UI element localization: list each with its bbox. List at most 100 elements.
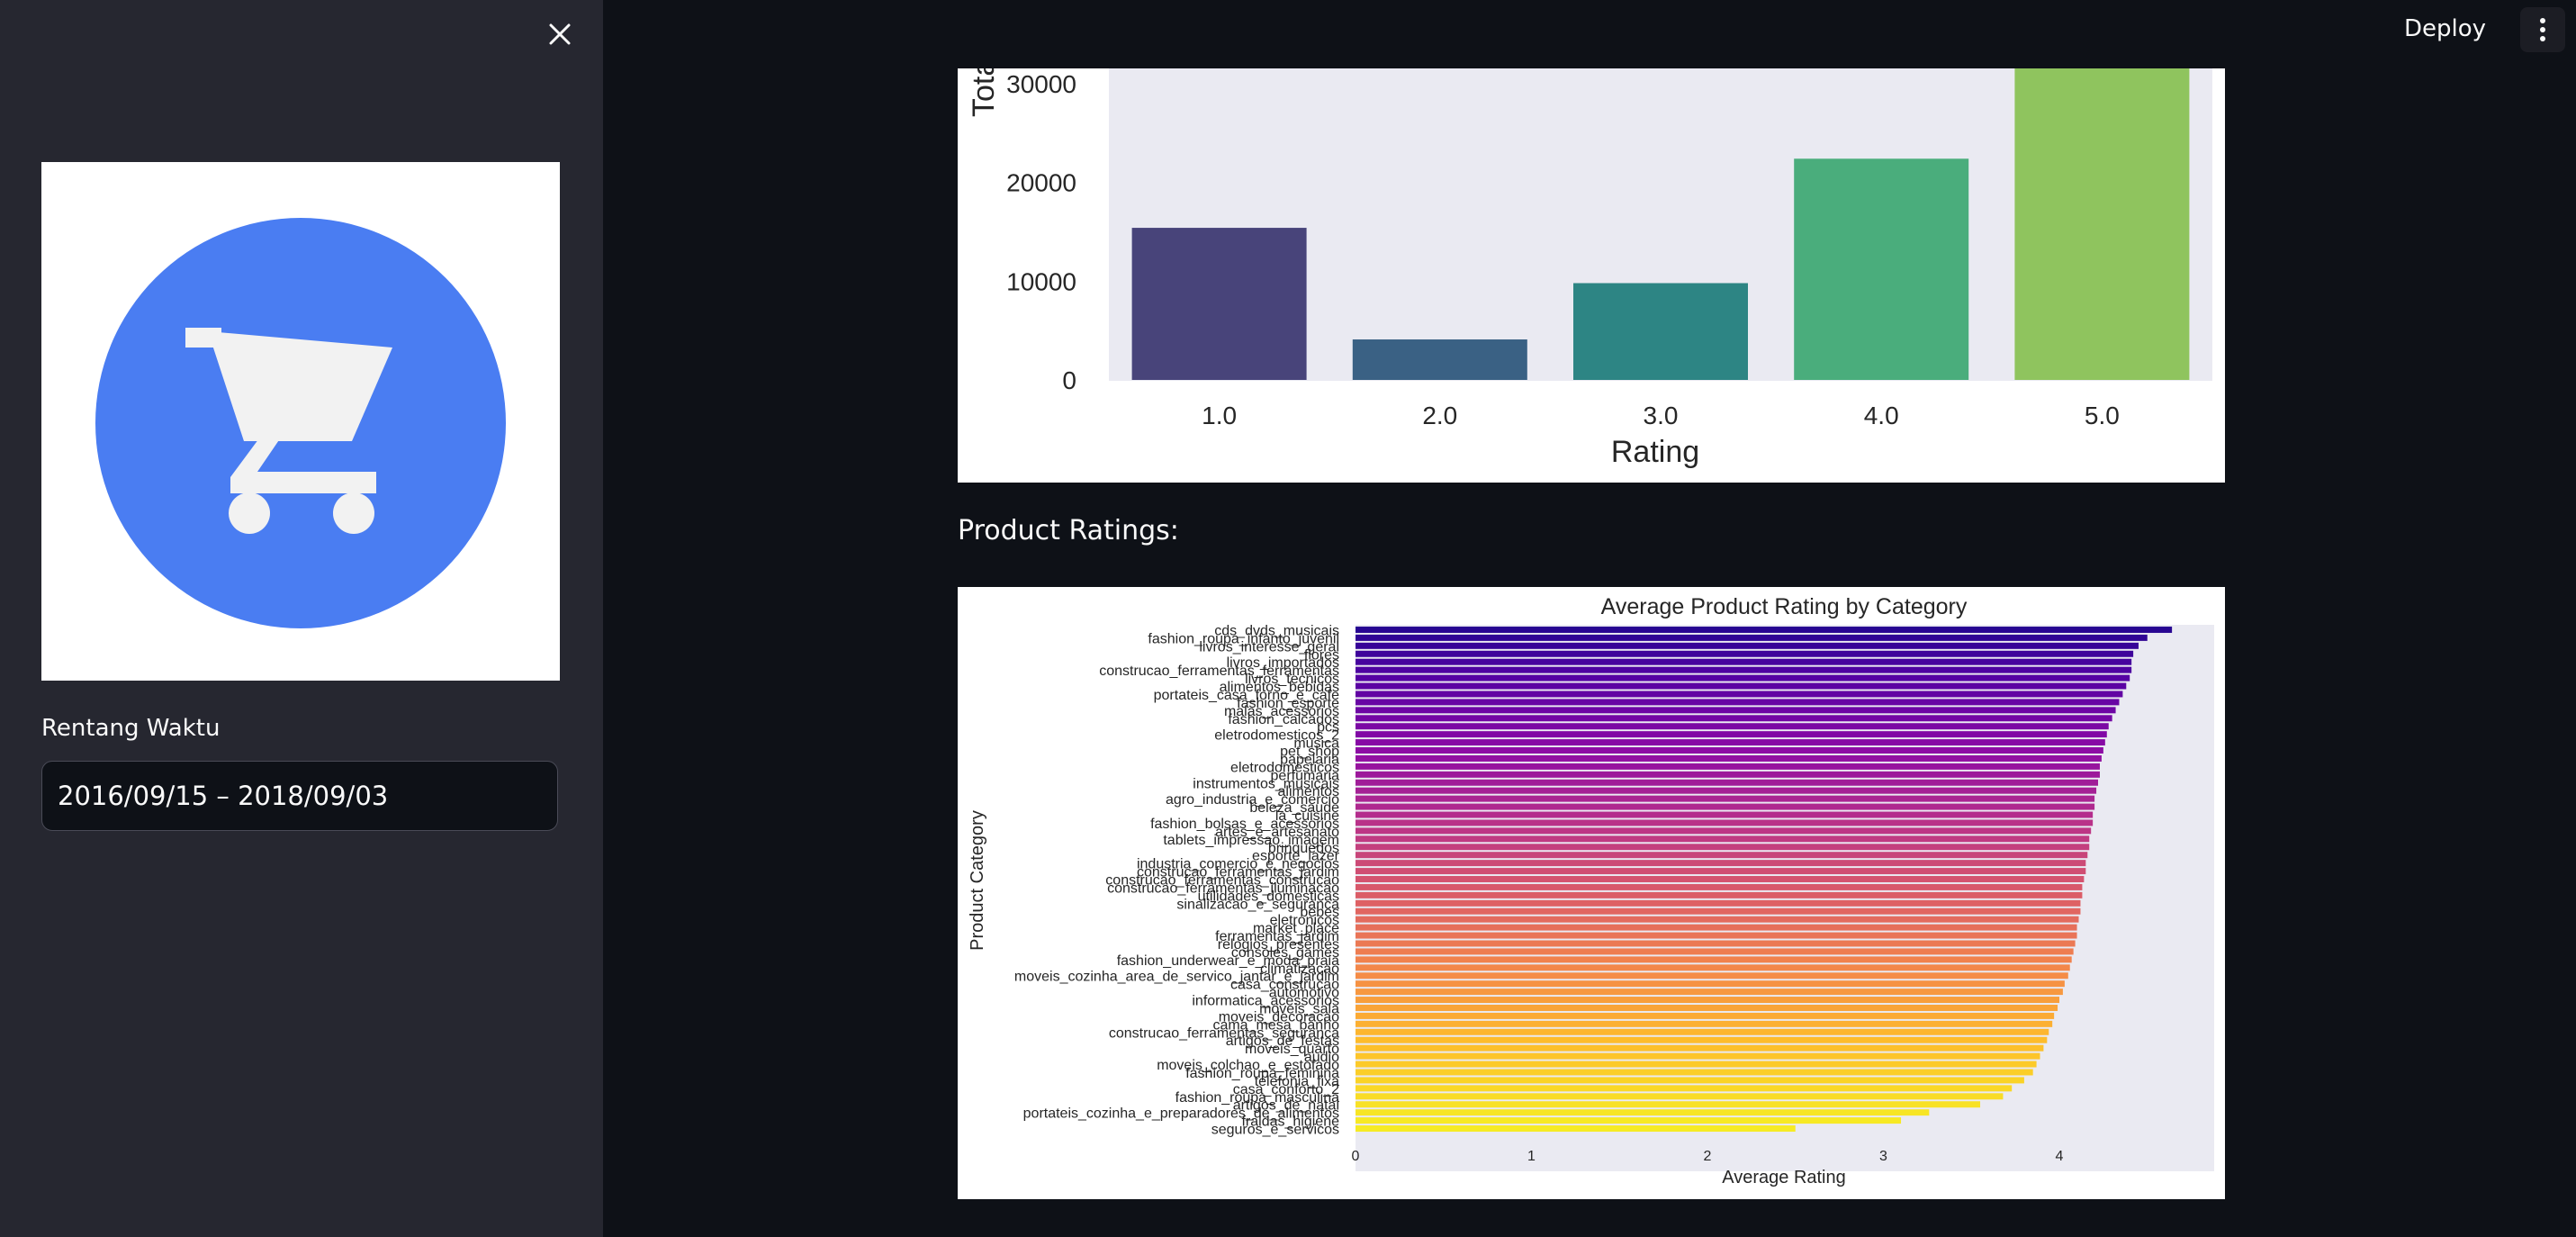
category-label: portateis_cozinha_e_preparadores_de_alim… (1023, 1106, 1339, 1122)
x-tick-label: 1 (1527, 1149, 1536, 1164)
x-tick-label: 2.0 (1422, 402, 1457, 429)
category-label: market_place (1253, 921, 1339, 936)
category-label: la_cuisine (1275, 808, 1339, 824)
category-label: informatica_acessorios (1192, 994, 1339, 1009)
logo-image (41, 162, 560, 681)
bar-fashion_calcados (1356, 715, 2112, 722)
category-label: artigos_de_natal (1233, 1098, 1339, 1114)
bar-consoles_games (1356, 948, 2074, 955)
bar-construcao_ferramentas_seguranca (1356, 1028, 2049, 1035)
category-label: livros_tecnicos (1245, 672, 1339, 687)
bar-audio (1356, 1052, 2040, 1060)
bar-bebes (1356, 907, 2081, 915)
bar-fashion_roupa_infanto_juvenil (1356, 634, 2148, 641)
category-label: cds_dvds_musicais (1214, 623, 1339, 638)
x-tick-label: 3.0 (1644, 402, 1679, 429)
category-label: eletronicos (1270, 913, 1339, 928)
bar-fashion_roupa_feminina (1356, 1069, 2033, 1076)
category-label: audio (1304, 1050, 1339, 1065)
section-title: Product Ratings: (958, 515, 1179, 546)
x-axis-label: Average Rating (1722, 1168, 1846, 1187)
category-label: construcao_ferramentas_iluminacao (1107, 880, 1339, 896)
y-axis-label: Product Category (968, 810, 987, 951)
x-tick-label: 3 (1879, 1149, 1887, 1164)
category-label: fashion_calcados (1228, 712, 1339, 727)
y-axis-label: Tota (967, 68, 1001, 117)
bar-fraldas_higiene (1356, 1117, 1902, 1124)
more-vertical-icon (2540, 18, 2545, 41)
y-tick-label: 10000 (1006, 267, 1076, 295)
category-label: fashion_underwear_e_moda_praia (1117, 953, 1339, 969)
bar-ferramentas_jardim (1356, 932, 2077, 939)
bar-rating-5.0 (2014, 68, 2190, 381)
bar-moveis_colchao_e_estofado (1356, 1061, 2037, 1068)
category-label: moveis_decoracao (1219, 1009, 1339, 1025)
bar-livros_tecnicos (1356, 674, 2130, 682)
category-label: livros_importados (1227, 655, 1339, 671)
bar-fashion_underwear_e_moda_praia (1356, 956, 2072, 963)
category-label: perfumaria (1271, 768, 1340, 783)
bar-cds_dvds_musicais (1356, 626, 2173, 633)
bar-tablets_impressao_imagem (1356, 835, 2090, 843)
category-label: utilidades_domesticas (1198, 889, 1339, 904)
close-sidebar-button[interactable] (540, 14, 580, 54)
date-range-input[interactable]: 2016/09/15 – 2018/09/03 (41, 761, 558, 831)
bar-eletrodomesticos_2 (1356, 731, 2107, 738)
bar-malas_acessorios (1356, 707, 2116, 714)
bar-rating-3.0 (1573, 283, 1748, 380)
category-rating-chart: Average Product Rating by Category cds_d… (958, 587, 2225, 1199)
bar-artigos_de_natal (1356, 1101, 1981, 1108)
category-label: eletrodomesticos (1230, 760, 1339, 775)
category-label: flores (1304, 647, 1339, 663)
bar-construcao_ferramentas_ferramentas (1356, 666, 2132, 673)
deploy-button[interactable]: Deploy (2403, 15, 2486, 42)
close-icon (549, 23, 571, 45)
bar-industria_comercio_e_negocios (1356, 860, 2086, 867)
bar-moveis_quarto (1356, 1044, 2044, 1052)
category-label: artigos_de_festas (1226, 1034, 1339, 1049)
bar-cama_mesa_banho (1356, 1020, 2053, 1027)
category-label: fashion_roupa_infanto_juvenil (1148, 631, 1339, 646)
category-label: pcs (1317, 720, 1339, 736)
category-label: musica (1293, 736, 1339, 752)
bar-relogios_presentes (1356, 940, 2076, 947)
category-label: moveis_cozinha_area_de_servico_jantar_e_… (1014, 970, 1339, 985)
x-tick-label: 4.0 (1864, 402, 1899, 429)
category-label: construcao_ferramentas_jardim (1137, 865, 1339, 880)
bar-rating-4.0 (1794, 158, 1969, 380)
category-label: consoles_games (1231, 945, 1339, 961)
category-label: industria_comercio_e_negocios (1137, 857, 1339, 872)
shopping-cart-icon (95, 218, 506, 628)
main-menu-button[interactable] (2520, 7, 2565, 52)
rating-distribution-chart: 0 10000 20000 30000 1.0 2.0 3.0 4.0 5.0 Rating … (958, 68, 2225, 483)
bar-alimentos (1356, 787, 2097, 794)
category-label: construcao_ferramentas_ferramentas (1099, 664, 1339, 679)
bar-fashion_esporte (1356, 699, 2120, 706)
category-label: moveis_sala (1259, 1001, 1339, 1016)
bar-alimentos_bebidas (1356, 682, 2127, 690)
x-axis-label: Rating (1611, 435, 1699, 469)
bar-construcao_ferramentas_construcao (1356, 876, 2085, 882)
bar-climatizacao (1356, 964, 2070, 971)
category-label: moveis_colchao_e_estofado (1157, 1058, 1339, 1073)
category-label: construcao_ferramentas_seguranca (1109, 1025, 1339, 1041)
bar-papelaria (1356, 754, 2102, 762)
bar-artigos_de_festas (1356, 1036, 2048, 1043)
bar-musica (1356, 739, 2105, 746)
bar-moveis_decoracao (1356, 1012, 2055, 1019)
bar-beleza_saude (1356, 803, 2095, 810)
bar-flores (1356, 650, 2134, 657)
bar-construcao_ferramentas_iluminacao (1356, 883, 2083, 890)
y-tick-label: 20000 (1006, 169, 1076, 197)
y-tick-label: 30000 (1006, 70, 1076, 98)
category-label: moveis_quarto (1245, 1042, 1339, 1057)
category-label: papelaria (1280, 752, 1339, 767)
category-label: casa_construcao (1230, 978, 1339, 993)
bar-market_place (1356, 924, 2077, 931)
bar-eletrodomesticos (1356, 763, 2100, 770)
bar-fashion_bolsas_e_acessorios (1356, 819, 2094, 826)
bar-fashion_roupa_masculina (1356, 1093, 2004, 1100)
bar-automotivo (1356, 989, 2063, 996)
category-label: relogios_presentes (1218, 937, 1339, 953)
x-tick-label: 4 (2056, 1149, 2064, 1164)
